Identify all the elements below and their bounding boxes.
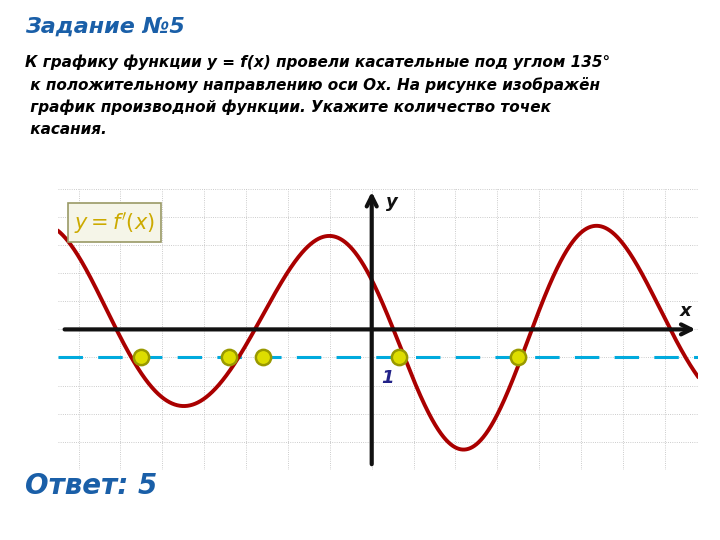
- Text: К графику функции y = f(x) провели касательные под углом 135°
 к положительному : К графику функции y = f(x) провели касат…: [25, 54, 611, 137]
- Text: y: y: [387, 193, 398, 211]
- Text: Задание №5: Задание №5: [25, 16, 185, 36]
- Text: x: x: [680, 301, 692, 320]
- Text: 1: 1: [382, 369, 394, 387]
- Text: $y = f'(x)$: $y = f'(x)$: [74, 210, 156, 235]
- Text: Ответ: 5: Ответ: 5: [25, 471, 158, 500]
